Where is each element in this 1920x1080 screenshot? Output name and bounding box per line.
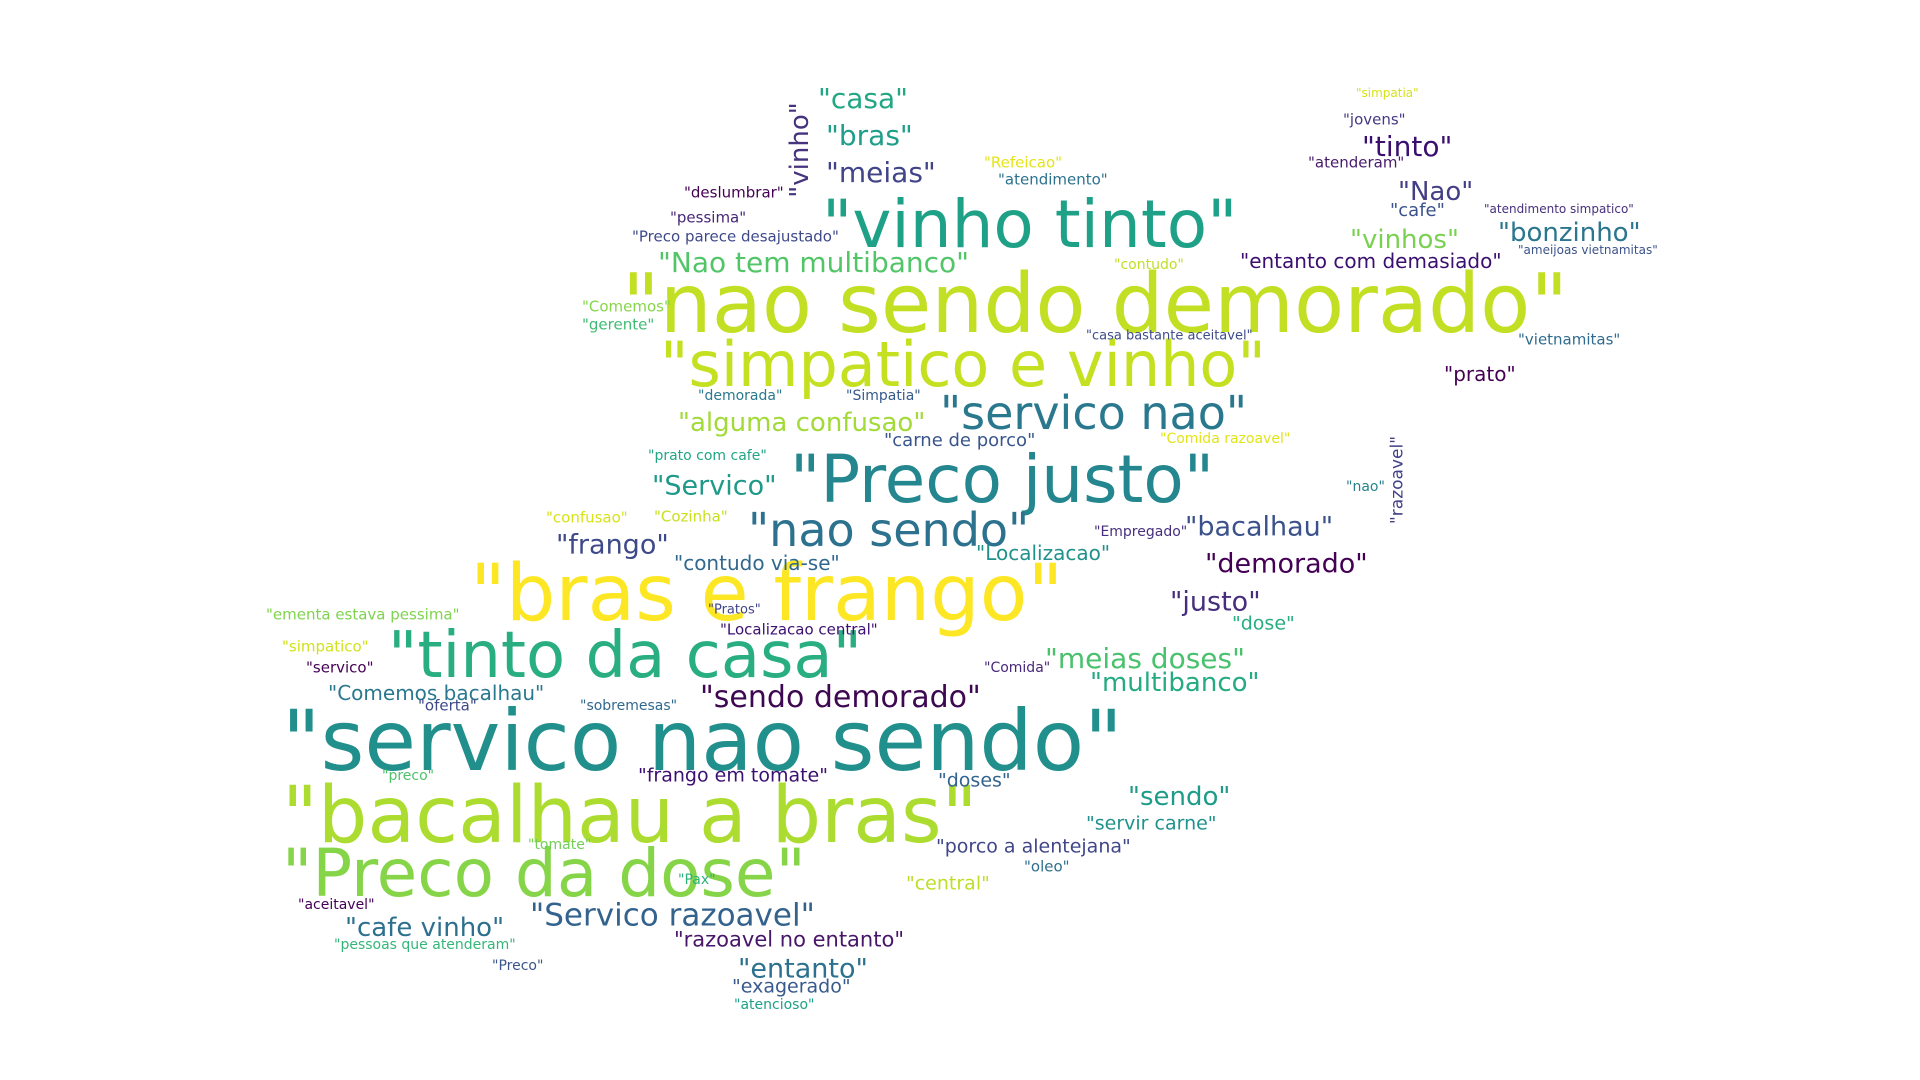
word-vinho: "vinho" xyxy=(785,102,815,198)
word-gerente: "gerente" xyxy=(582,315,655,334)
word-preco-parece-desajustado: "Preco parece desajustado" xyxy=(632,227,839,246)
word-contudo: "contudo" xyxy=(1114,257,1184,273)
word-deslumbrar: "deslumbrar" xyxy=(684,183,784,202)
word-atenderam: "atenderam" xyxy=(1308,153,1405,172)
word-empregado: "Empregado" xyxy=(1094,524,1188,540)
word-nao: "Nao" xyxy=(1398,177,1474,207)
word-central: "central" xyxy=(906,872,990,895)
word-preco-justo: "Preco justo" xyxy=(790,441,1215,518)
word-oferta: "oferta" xyxy=(418,696,477,715)
word-razoavel: "razoavel" xyxy=(1387,435,1408,525)
word-nao: "nao" xyxy=(1346,479,1385,495)
word-refeicao: "Refeicao" xyxy=(984,153,1063,172)
word-nao-tem-multibanco: "Nao tem multibanco" xyxy=(658,246,970,279)
word-comemos: "Comemos" xyxy=(582,297,671,316)
word-prato: "prato" xyxy=(1444,362,1516,386)
word-localizacao-central: "Localizacao central" xyxy=(720,620,878,639)
word-preco: "preco" xyxy=(382,768,435,784)
word-casa-bastante-aceitavel: "casa bastante aceitavel" xyxy=(1086,328,1253,344)
word-ameijoas-vietnamitas: "ameijoas vietnamitas" xyxy=(1518,243,1658,257)
word-doses: "doses" xyxy=(938,769,1011,792)
word-preco-da-dose: "Preco da dose" xyxy=(282,835,806,912)
word-oleo: "oleo" xyxy=(1024,857,1070,876)
word-meias-doses: "meias doses" xyxy=(1045,642,1245,675)
word-atendimento: "atendimento" xyxy=(998,170,1108,189)
word-pax: "Pax" xyxy=(678,872,716,888)
word-nao-sendo: "nao sendo" xyxy=(748,503,1030,557)
word-porco-a-alentejana: "porco a alentejana" xyxy=(936,835,1131,858)
word-demorado: "demorado" xyxy=(1205,548,1368,580)
word-demorada: "demorada" xyxy=(698,388,783,404)
word-pessima: "pessima" xyxy=(670,208,747,227)
word-simpatia: "simpatia" xyxy=(1356,86,1419,100)
word-simpatico-e-vinho: "simpatico e vinho" xyxy=(660,328,1266,401)
word-comida: "Comida" xyxy=(984,660,1051,676)
word-ementa-estava-pessima: "ementa estava pessima" xyxy=(266,605,460,624)
word-aceitavel: "aceitavel" xyxy=(298,897,375,913)
word-entanto: "entanto" xyxy=(738,953,868,985)
word-alguma-confusao: "alguma confusao" xyxy=(678,408,926,438)
word-servico-razoavel: "Servico razoavel" xyxy=(530,897,815,934)
word-casa: "casa" xyxy=(818,82,909,115)
word-bonzinho: "bonzinho" xyxy=(1498,218,1641,248)
word-entanto-com-demasiado: "entanto com demasiado" xyxy=(1240,249,1502,273)
word-nao-sendo-demorado: "nao sendo demorado" xyxy=(622,257,1569,352)
word-sendo: "sendo" xyxy=(1128,782,1231,812)
word-cozinha: "Cozinha" xyxy=(654,507,728,526)
word-servico-nao: "servico nao" xyxy=(940,386,1248,440)
word-localizacao: "Localizacao" xyxy=(976,541,1111,565)
word-prato-com-cafe: "prato com cafe" xyxy=(648,448,767,464)
word-vinho-tinto: "vinho tinto" xyxy=(822,186,1238,263)
word-simpatia: "Simpatia" xyxy=(846,388,921,404)
word-servir-carne: "servir carne" xyxy=(1086,812,1217,835)
word-bras: "bras" xyxy=(826,119,913,152)
word-cafe: "cafe" xyxy=(1390,200,1445,221)
word-frango: "frango" xyxy=(556,529,669,561)
word-atencioso: "atencioso" xyxy=(734,997,815,1013)
word-atendimento-simpatico: "atendimento simpatico" xyxy=(1484,202,1634,216)
word-pratos: "Pratos" xyxy=(708,602,761,618)
word-frango-em-tomate: "frango em tomate" xyxy=(638,764,828,787)
word-comida-razoavel: "Comida razoavel" xyxy=(1160,431,1291,447)
word-preco: "Preco" xyxy=(492,958,544,974)
word-jovens: "jovens" xyxy=(1343,110,1406,129)
word-sendo-demorado: "sendo demorado" xyxy=(700,680,981,715)
word-tomate: "tomate" xyxy=(528,837,592,853)
word-vietnamitas: "vietnamitas" xyxy=(1518,330,1621,349)
word-tinto-da-casa: "tinto da casa" xyxy=(388,619,863,693)
word-confusao: "confusao" xyxy=(546,508,628,527)
word-servico-nao-sendo: "servico nao sendo" xyxy=(282,692,1123,790)
word-contudo-via-se: "contudo via-se" xyxy=(674,551,840,575)
word-comemos-bacalhau: "Comemos bacalhau" xyxy=(328,681,545,705)
word-servico: "servico" xyxy=(306,658,374,677)
word-servico: "Servico" xyxy=(652,470,777,502)
word-justo: "justo" xyxy=(1170,586,1261,618)
word-vinhos: "vinhos" xyxy=(1350,225,1459,255)
word-carne-de-porco: "carne de porco" xyxy=(884,430,1036,451)
word-bacalhau-a-bras: "bacalhau a bras" xyxy=(282,771,978,861)
word-pessoas-que-atenderam: "pessoas que atenderam" xyxy=(334,937,516,953)
word-razoavel-no-entanto: "razoavel no entanto" xyxy=(674,927,904,952)
word-tinto: "tinto" xyxy=(1362,130,1453,163)
word-bras-e-frango: "bras e frango" xyxy=(470,549,1064,639)
word-simpatico: "simpatico" xyxy=(282,637,369,656)
word-exagerado: "exagerado" xyxy=(732,975,851,998)
word-dose: "dose" xyxy=(1232,612,1295,635)
word-multibanco: "multibanco" xyxy=(1090,668,1260,698)
word-sobremesas: "sobremesas" xyxy=(580,698,678,714)
word-meias: "meias" xyxy=(826,156,936,189)
word-bacalhau: "bacalhau" xyxy=(1185,511,1334,543)
word-cafe-vinho: "cafe vinho" xyxy=(345,913,505,943)
